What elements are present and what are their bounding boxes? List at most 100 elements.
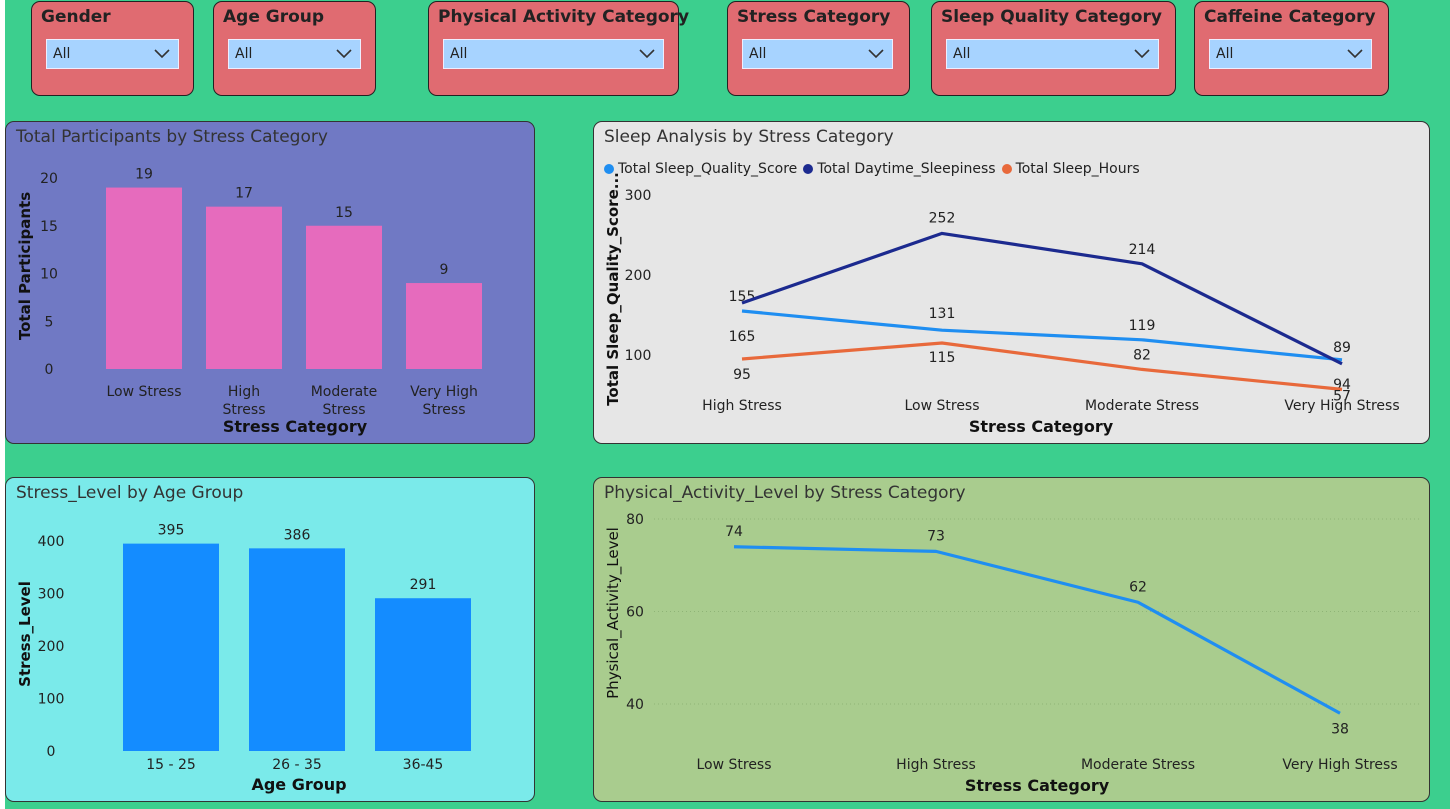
x-axis-label: Age Group xyxy=(251,775,346,794)
data-label: 19 xyxy=(135,167,153,183)
chevron-down-icon xyxy=(1134,49,1150,59)
legend-dot xyxy=(604,164,614,174)
chevron-down-icon xyxy=(336,49,352,59)
chart-legend: Total Sleep_Quality_Score Total Daytime_… xyxy=(604,161,1140,177)
data-label: 73 xyxy=(927,528,945,544)
age-group-dropdown[interactable]: All xyxy=(228,39,361,69)
x-tick-label: Very High xyxy=(410,384,478,400)
x-tick-label: Stress xyxy=(222,402,265,418)
x-tick-label: Low Stress xyxy=(106,384,181,400)
slicer-age-group: Age Group All xyxy=(213,1,376,96)
chart-title: Stress_Level by Age Group xyxy=(16,483,244,503)
dropdown-value: All xyxy=(235,46,253,62)
participants-chart-panel[interactable]: Total Participants by Stress Category 0 5… xyxy=(5,121,535,444)
data-label: 115 xyxy=(929,350,956,366)
x-axis-label: Stress Category xyxy=(969,417,1114,436)
y-tick-label: 15 xyxy=(40,219,58,235)
data-label: 9 xyxy=(440,262,449,278)
dropdown-value: All xyxy=(1216,46,1234,62)
y-tick-label: 300 xyxy=(38,587,65,603)
sleep-analysis-chart-panel[interactable]: Sleep Analysis by Stress Category Total … xyxy=(593,121,1430,444)
chart-title: Sleep Analysis by Stress Category xyxy=(604,127,894,147)
chart-title: Physical_Activity_Level by Stress Catego… xyxy=(604,483,966,503)
x-tick-label: Very High Stress xyxy=(1282,757,1397,773)
bar xyxy=(249,548,345,751)
x-tick-label: Low Stress xyxy=(696,757,771,773)
x-tick-label: Stress xyxy=(322,402,365,418)
y-tick-label: 200 xyxy=(625,268,652,284)
dropdown-value: All xyxy=(749,46,767,62)
dropdown-value: All xyxy=(53,46,71,62)
legend-dot xyxy=(1001,164,1012,174)
legend-item[interactable]: Total Sleep_Hours xyxy=(1001,161,1140,177)
data-label: 119 xyxy=(1129,318,1156,334)
slicer-title: Age Group xyxy=(223,7,325,27)
stress-age-chart-panel[interactable]: Stress_Level by Age Group 0 100 200 300 400 3… xyxy=(5,477,535,802)
legend-label: Total Daytime_Sleepiness xyxy=(817,161,996,177)
series-line xyxy=(733,545,1341,715)
x-tick-label: Low Stress xyxy=(904,398,979,414)
stress-category-dropdown[interactable]: All xyxy=(742,39,893,69)
series-line xyxy=(741,309,1343,362)
y-tick-label: 0 xyxy=(45,362,54,378)
x-tick-label: 26 - 35 xyxy=(272,757,322,773)
stress-age-bar-chart: 0 100 200 300 400 395 15 - 25 386 26 - 35 291 36-4… xyxy=(16,523,471,794)
sleep-quality-dropdown[interactable]: All xyxy=(946,39,1159,69)
y-tick-label: 20 xyxy=(40,171,58,187)
bar xyxy=(106,187,182,369)
x-tick-label: High Stress xyxy=(896,757,976,773)
slicer-gender: Gender All xyxy=(31,1,194,96)
data-label: 291 xyxy=(410,577,437,593)
data-label: 165 xyxy=(729,329,756,345)
data-label: 62 xyxy=(1129,579,1147,595)
data-label: 252 xyxy=(929,210,956,226)
data-label: 89 xyxy=(1333,340,1351,356)
bar xyxy=(375,598,471,751)
activity-chart-panel[interactable]: Physical_Activity_Level by Stress Catego… xyxy=(593,477,1430,802)
y-axis-label: Total Participants xyxy=(16,192,34,340)
y-axis-label: Physical_Activity_Level xyxy=(604,527,623,699)
data-label: 214 xyxy=(1129,242,1156,258)
y-tick-label: 40 xyxy=(626,697,644,713)
sleep-line-chart: 100 200 300 High Stress Low Stress Moderate S… xyxy=(604,172,1400,436)
x-tick-label: High xyxy=(228,384,260,400)
dropdown-value: All xyxy=(953,46,971,62)
dropdown-value: All xyxy=(450,46,468,62)
series-line xyxy=(741,341,1343,391)
x-axis-label: Stress Category xyxy=(965,776,1110,795)
x-tick-label: High Stress xyxy=(702,398,782,414)
slicer-title: Gender xyxy=(41,7,111,27)
x-tick-label: Moderate Stress xyxy=(1085,398,1199,414)
legend-label: Total Sleep_Hours xyxy=(1015,161,1140,177)
legend-dot xyxy=(803,164,814,174)
y-tick-label: 60 xyxy=(626,605,644,621)
y-tick-label: 300 xyxy=(625,188,652,204)
left-edge-strip xyxy=(0,0,5,809)
data-label: 57 xyxy=(1333,388,1351,404)
data-label: 82 xyxy=(1133,347,1151,363)
data-label: 17 xyxy=(235,186,253,202)
slicer-title: Sleep Quality Category xyxy=(941,7,1162,27)
data-label: 95 xyxy=(733,367,751,383)
activity-line-chart: 40 60 80 Low Stress High Stress Moderate Stre… xyxy=(604,512,1420,795)
data-label: 38 xyxy=(1331,721,1349,737)
slicer-physical-activity: Physical Activity Category All xyxy=(428,1,689,96)
gender-dropdown[interactable]: All xyxy=(46,39,179,69)
physical-activity-dropdown[interactable]: All xyxy=(443,39,664,69)
data-label: 15 xyxy=(335,205,353,221)
chevron-down-icon xyxy=(154,49,170,59)
legend-item[interactable]: Total Sleep_Quality_Score xyxy=(604,161,797,177)
y-tick-label: 0 xyxy=(47,744,56,760)
slicer-title: Stress Category xyxy=(737,7,891,27)
chevron-down-icon xyxy=(639,49,655,59)
slicer-title: Physical Activity Category xyxy=(438,7,690,27)
data-label: 131 xyxy=(929,306,956,322)
slicer-sleep-quality: Sleep Quality Category All xyxy=(931,1,1176,96)
chevron-down-icon xyxy=(868,49,884,59)
caffeine-dropdown[interactable]: All xyxy=(1209,39,1372,69)
x-tick-label: Moderate xyxy=(311,384,378,400)
y-tick-label: 80 xyxy=(626,512,644,528)
y-axis-label: Total Sleep_Quality_Score... xyxy=(604,172,622,406)
legend-item[interactable]: Total Daytime_Sleepiness xyxy=(803,161,996,177)
bar xyxy=(206,206,282,369)
